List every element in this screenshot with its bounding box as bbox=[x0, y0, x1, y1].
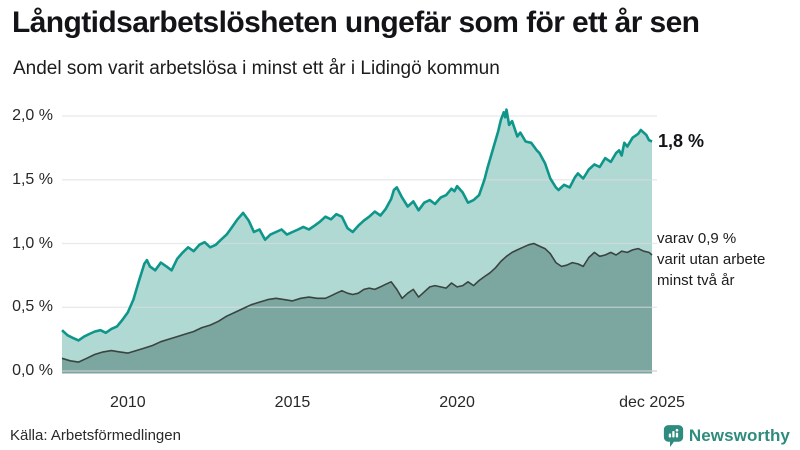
series-1plus-year-line bbox=[61, 108, 653, 342]
bar-chart-speech-bubble-icon bbox=[663, 425, 683, 447]
y-axis-tick-label: 0,5 % bbox=[12, 298, 53, 316]
series-2-annotation-line: minst två år bbox=[657, 272, 735, 289]
x-axis-tick-label: 2020 bbox=[439, 394, 475, 411]
y-axis-tick-label: 0,0 % bbox=[12, 362, 53, 379]
chart-subtitle: Andel som varit arbetslösa i minst ett å… bbox=[13, 58, 500, 79]
y-axis-tick-label: 2,0 % bbox=[12, 107, 53, 124]
series-1-value-annotation: 1,8 % bbox=[658, 131, 705, 151]
x-axis-tick-label: 2010 bbox=[110, 394, 146, 411]
series-2-annotation-line: varit utan arbete bbox=[657, 251, 766, 268]
newsworthy-logo-text: Newsworthy bbox=[688, 426, 790, 445]
source-caption: Källa: Arbetsförmedlingen bbox=[10, 427, 181, 444]
y-axis-tick-label: 1,5 % bbox=[12, 170, 53, 188]
series-2plus-year-area bbox=[62, 243, 652, 374]
series-2plus-year-line bbox=[61, 242, 653, 363]
x-axis-tick-label: dec 2025 bbox=[619, 394, 685, 411]
series-2-annotation: varav 0,9 % varit utan arbete minst två … bbox=[657, 228, 765, 291]
y-axis-tick-label: 1,0 % bbox=[12, 234, 53, 252]
series-2-annotation-line: varav 0,9 % bbox=[657, 230, 737, 247]
newsworthy-logo[interactable]: Newsworthy bbox=[663, 424, 790, 448]
chart-title: Långtidsarbetslösheten ungefär som för e… bbox=[12, 6, 700, 39]
x-axis-tick-label: 2015 bbox=[274, 394, 311, 411]
